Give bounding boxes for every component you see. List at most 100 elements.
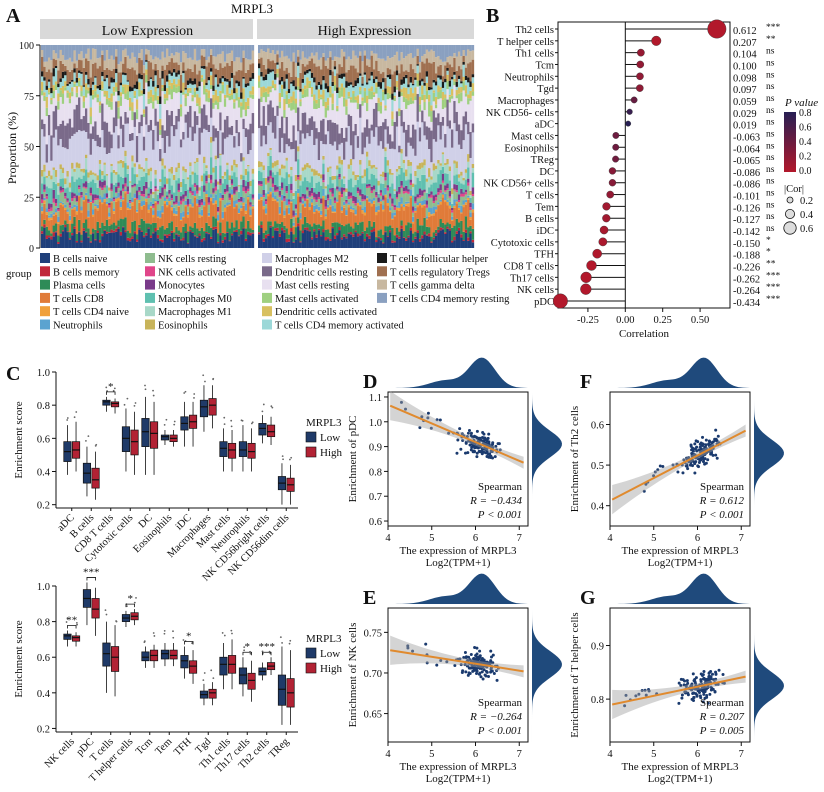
bar-segment: [45, 177, 49, 187]
x-tick-label: 5: [429, 533, 434, 544]
bar-segment: [274, 90, 277, 116]
bar-segment: [324, 206, 328, 210]
bar-segment: [233, 88, 236, 94]
bar-segment: [423, 94, 426, 102]
bar-segment: [66, 211, 69, 214]
bar-segment: [363, 147, 367, 170]
bar-segment: [131, 155, 134, 162]
bar-segment: [133, 163, 137, 167]
bar-segment: [294, 190, 298, 205]
x-axis-title: Correlation: [619, 328, 670, 340]
bar-segment: [402, 71, 406, 77]
bar-segment: [230, 183, 234, 185]
bar-segment: [89, 87, 93, 96]
bar-segment: [448, 205, 452, 209]
scatter-point: [469, 448, 473, 452]
bar-segment: [347, 207, 351, 224]
bar-segment: [135, 239, 139, 242]
bar-segment: [198, 205, 201, 208]
bar-segment: [294, 227, 298, 238]
bar-segment: [200, 75, 204, 78]
bar-segment: [375, 178, 378, 192]
bar-segment: [359, 194, 362, 197]
bar-segment: [359, 117, 362, 160]
bar-segment: [43, 45, 46, 62]
bar-segment: [131, 167, 134, 185]
bar-segment: [172, 79, 176, 85]
bar-segment: [446, 126, 449, 159]
bar-segment: [359, 90, 362, 95]
bar-segment: [244, 45, 248, 59]
bar-segment: [467, 94, 470, 99]
scatter-point: [453, 664, 457, 668]
bar-segment: [110, 202, 113, 225]
bar-segment: [105, 98, 109, 105]
significance: ns: [766, 141, 775, 151]
bar-segment: [207, 62, 211, 77]
bar-segment: [457, 124, 461, 145]
bar-segment: [455, 111, 459, 132]
bar-segment: [377, 202, 380, 206]
bar-segment: [103, 94, 106, 97]
bar-segment: [145, 198, 148, 202]
bar-segment: [43, 184, 46, 190]
bar-segment: [89, 241, 93, 243]
bar-segment: [89, 170, 93, 176]
bar-segment: [451, 79, 454, 90]
bar-segment: [444, 82, 447, 95]
bar-segment: [455, 98, 459, 112]
bar-segment: [283, 168, 286, 179]
bar-segment: [80, 71, 83, 74]
bar-segment: [233, 102, 236, 109]
bar-segment: [205, 88, 208, 93]
r-value: -0.226: [733, 263, 760, 274]
bar-segment: [320, 235, 323, 237]
bar-segment: [221, 45, 225, 52]
bar-segment: [306, 187, 309, 190]
bar-segment: [240, 221, 243, 231]
bar-segment: [240, 92, 243, 99]
bar-segment: [117, 45, 120, 65]
bar-segment: [446, 228, 449, 248]
bar-segment: [326, 68, 330, 87]
marginal-density-y: [532, 608, 562, 742]
bar-segment: [82, 172, 86, 176]
bar-segment: [179, 232, 183, 240]
bar-segment: [131, 236, 134, 239]
bar-segment: [226, 165, 229, 170]
bar-segment: [242, 57, 245, 77]
scatter-point: [438, 418, 442, 422]
bar-segment: [292, 192, 295, 197]
bar-segment: [54, 84, 58, 91]
bar-segment: [128, 238, 132, 242]
bar-segment: [310, 226, 314, 238]
bar-segment: [451, 188, 454, 195]
bar-segment: [359, 94, 362, 105]
bar-segment: [152, 233, 155, 248]
bar-segment: [161, 158, 164, 166]
outlier-point: [251, 421, 254, 424]
bar-segment: [159, 210, 162, 218]
bar-segment: [68, 191, 72, 203]
bar-segment: [409, 53, 413, 65]
bar-segment: [421, 190, 424, 196]
bar-segment: [131, 67, 134, 88]
bar-segment: [186, 189, 190, 199]
bar-segment: [133, 174, 137, 184]
bar-segment: [89, 202, 93, 235]
bar-segment: [98, 105, 102, 113]
outlier-point: [221, 632, 224, 634]
bar-segment: [391, 173, 394, 175]
box: [208, 398, 217, 416]
bar-segment: [278, 84, 282, 93]
bar-segment: [133, 90, 137, 96]
bar-segment: [343, 87, 346, 98]
r-value: -0.086: [733, 168, 760, 179]
bar-segment: [409, 97, 413, 105]
bar-segment: [384, 187, 387, 195]
bar-segment: [444, 78, 447, 83]
bar-segment: [297, 146, 300, 152]
bar-segment: [299, 203, 302, 213]
bar-segment: [336, 201, 339, 203]
bar-segment: [235, 88, 238, 93]
